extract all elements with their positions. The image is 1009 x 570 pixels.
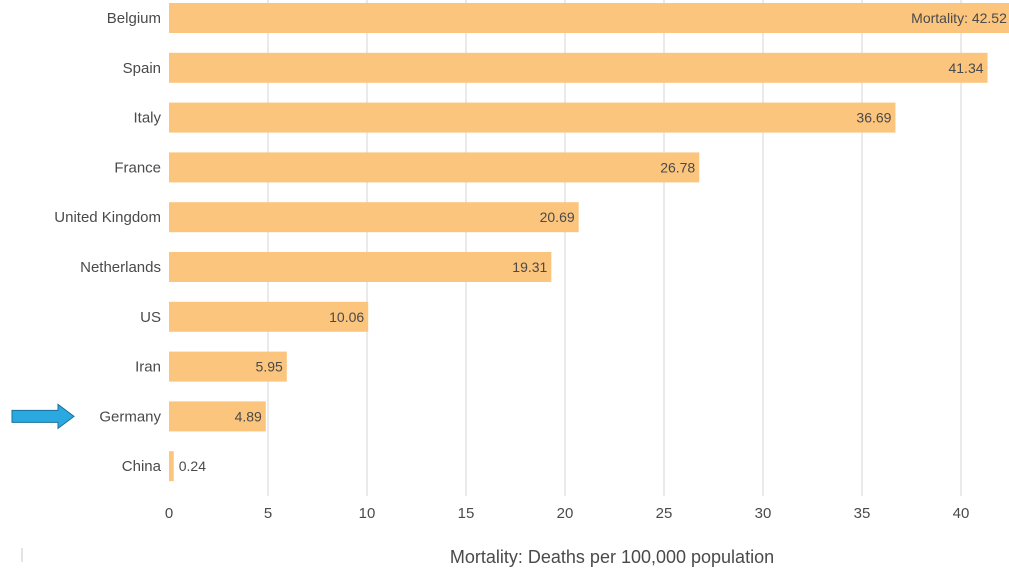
value-label-spain: 41.34 bbox=[948, 60, 983, 76]
value-label-us: 10.06 bbox=[329, 309, 364, 325]
value-labels: Mortality: 42.52 41.34 36.69 26.78 20.69 19.3… bbox=[179, 10, 1007, 474]
value-label-italy: 36.69 bbox=[856, 110, 891, 126]
x-tick-label-5: 5 bbox=[264, 505, 272, 522]
bar-iran bbox=[169, 351, 287, 382]
x-axis-ticks: 0 5 10 15 20 25 30 35 40 bbox=[165, 505, 970, 522]
bar-netherlands bbox=[169, 252, 552, 282]
x-tick-label-30: 30 bbox=[755, 505, 772, 522]
value-label-belgium: Mortality: 42.52 bbox=[911, 10, 1007, 26]
arrow-right-icon bbox=[11, 403, 75, 430]
x-tick-label-15: 15 bbox=[458, 505, 475, 522]
bar-france bbox=[169, 152, 700, 183]
x-tick-label-40: 40 bbox=[953, 505, 970, 522]
x-tick-label-0: 0 bbox=[165, 505, 173, 522]
category-label-germany: Germany bbox=[99, 408, 161, 425]
value-label-netherlands: 19.31 bbox=[512, 259, 547, 275]
bar-us bbox=[169, 301, 369, 332]
category-label-united-kingdom: United Kingdom bbox=[54, 209, 161, 226]
value-label-united-kingdom: 20.69 bbox=[540, 209, 575, 225]
category-label-us: US bbox=[140, 309, 161, 326]
bar-belgium bbox=[169, 3, 1009, 33]
bar-spain bbox=[169, 52, 988, 83]
category-label-spain: Spain bbox=[123, 60, 161, 77]
x-axis-title: Mortality: Deaths per 100,000 population bbox=[450, 547, 774, 567]
x-tick-label-35: 35 bbox=[854, 505, 871, 522]
bar-china bbox=[169, 451, 174, 482]
bar-germany bbox=[169, 401, 266, 432]
x-tick-label-25: 25 bbox=[656, 505, 673, 522]
value-label-china: 0.24 bbox=[179, 458, 206, 474]
x-tick-label-20: 20 bbox=[557, 505, 574, 522]
annotation bbox=[11, 403, 75, 430]
category-label-italy: Italy bbox=[133, 110, 161, 127]
bar-united-kingdom bbox=[169, 202, 579, 233]
category-label-belgium: Belgium bbox=[107, 10, 161, 27]
category-label-china: China bbox=[122, 458, 162, 475]
value-label-iran: 5.95 bbox=[256, 359, 283, 375]
category-labels: Belgium Spain Italy France United Kingdom Net… bbox=[54, 10, 161, 475]
x-tick-label-10: 10 bbox=[359, 505, 376, 522]
value-label-germany: 4.89 bbox=[235, 408, 262, 424]
bar-italy bbox=[169, 102, 896, 133]
bars bbox=[169, 3, 1009, 482]
category-label-netherlands: Netherlands bbox=[80, 259, 161, 276]
category-label-iran: Iran bbox=[135, 359, 161, 376]
value-label-france: 26.78 bbox=[660, 159, 695, 175]
category-label-france: France bbox=[114, 159, 161, 176]
